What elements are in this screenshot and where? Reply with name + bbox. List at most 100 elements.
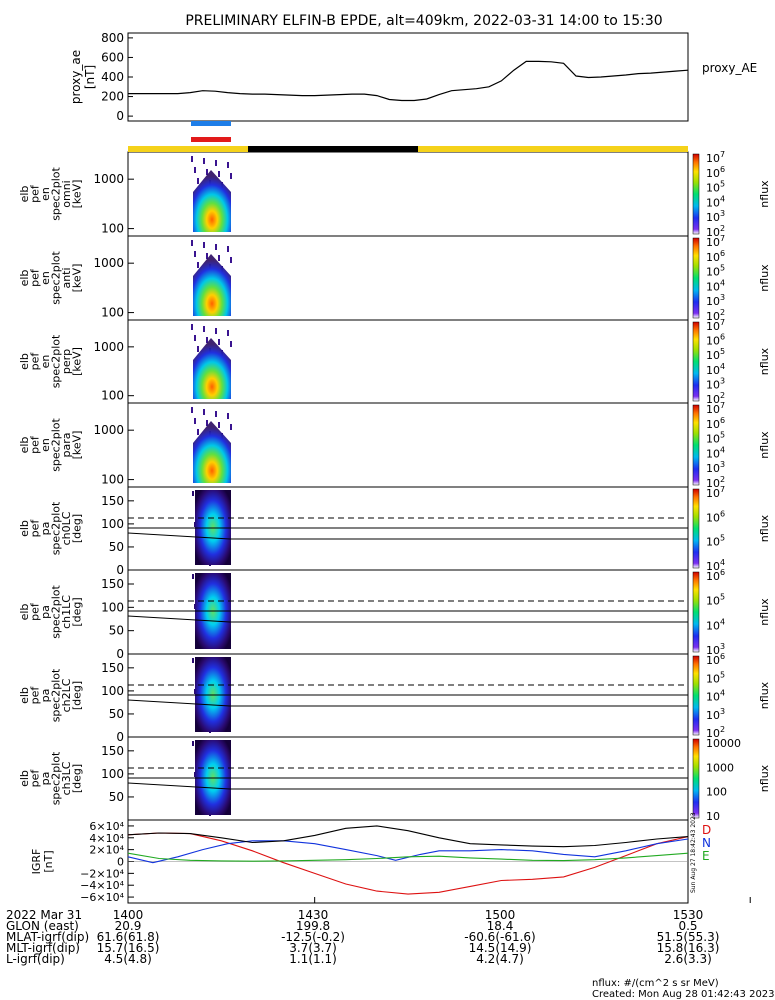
spectral-dot — [194, 335, 196, 341]
colorbar-label: nflux — [758, 514, 771, 542]
science-zone-red-bar — [191, 137, 231, 142]
spectral-dot — [206, 420, 208, 426]
spectral-dot — [230, 173, 232, 179]
plot-title: PRELIMINARY ELFIN-B EPDE, alt=409km, 202… — [185, 13, 662, 29]
ephem-value: -60.6(-61.6) — [464, 930, 535, 944]
ephem-value: 18.4 — [487, 919, 514, 933]
igrf-ylabel: IGRF — [30, 849, 43, 875]
colorbar-tick-label: 103 — [706, 293, 725, 308]
colorbar-tick-label: 104 — [706, 194, 725, 209]
ytick-label: 100 — [101, 222, 124, 236]
ephem-value: -12.5(-0.2) — [281, 930, 345, 944]
ae-ytick-label: 800 — [101, 31, 124, 45]
spectral-dot — [203, 242, 205, 248]
colorbar-tick-label: 104 — [706, 617, 725, 632]
panel-ylabel: elb — [18, 687, 31, 704]
colorbar-tick-label: 107 — [706, 318, 725, 333]
panel-ylabel: elb — [18, 353, 31, 370]
spectrogram-blob — [193, 338, 231, 399]
panel-ylabel: omni — [60, 180, 73, 207]
colorbar-tick-label: 106 — [706, 416, 725, 431]
panel-ylabel: spec2plot — [50, 585, 63, 639]
igrf-line-D — [127, 832, 689, 895]
spectral-dot — [197, 178, 199, 184]
colorbar-label: nflux — [758, 431, 771, 459]
panel-ylabel: [keV] — [71, 431, 84, 460]
spectral-dot — [215, 328, 217, 334]
panel-ylabel: ch1LC — [60, 595, 73, 629]
panel-ylabel: spec2plot — [50, 167, 63, 221]
ytick-label: 1000 — [93, 172, 124, 186]
colorbar-tick-label: 105 — [706, 593, 725, 608]
spectral-dot — [218, 422, 220, 428]
spectral-dot — [215, 160, 217, 166]
ae-legend: proxy_AE — [702, 61, 757, 75]
panel-ylabel: [deg] — [71, 764, 84, 793]
ephem-row-header: 2022 Mar 31 — [6, 908, 82, 922]
colorbar-tick-label: 106 — [706, 509, 725, 524]
colorbar — [692, 153, 700, 235]
spectral-dot — [197, 429, 199, 435]
igrf-line-total — [127, 825, 689, 848]
colorbar-tick-label: 107 — [706, 234, 725, 249]
igrf-legend-D: D — [702, 823, 711, 837]
panel-ylabel: [deg] — [71, 597, 84, 626]
ytick-label: 50 — [109, 790, 124, 804]
colorbar-label: nflux — [758, 598, 771, 626]
ephem-row-header: L-igrf(dip) — [6, 952, 65, 966]
orbit-bar-black — [248, 146, 418, 152]
ytick-label: 1000 — [93, 423, 124, 437]
igrf-ytick-label: −2×10⁴ — [80, 867, 124, 880]
loss-cone-lower — [127, 699, 688, 707]
ytick-label: 50 — [109, 707, 124, 721]
panel-ylabel: spec2plot — [50, 751, 63, 805]
panel-spectrogram-anti: 1000100elbpefenspec2plotanti[keV]1071061… — [18, 234, 771, 323]
spectral-dot — [230, 341, 232, 347]
panel-ylabel: spec2plot — [50, 418, 63, 472]
orbit-bar — [128, 146, 688, 152]
spectral-dot — [203, 158, 205, 164]
panel-ylabel: pa — [39, 689, 52, 703]
panel-ylabel: elb — [18, 186, 31, 203]
panel-ylabel: anti — [60, 267, 73, 288]
igrf-ytick-label: −6×10⁴ — [80, 891, 124, 904]
panel-ylabel: pa — [39, 772, 52, 786]
spectrogram-blob — [193, 421, 231, 483]
panel-ylabel: ch0LC — [60, 511, 73, 545]
igrf-ytick-label: 0 — [117, 856, 124, 869]
spectral-dot — [227, 162, 229, 168]
colorbar-tick-label: 106 — [706, 568, 725, 583]
spectral-dot — [215, 244, 217, 250]
panel-ylabel: en — [39, 187, 52, 201]
spectral-dot — [230, 424, 232, 430]
panel-ylabel: [keV] — [71, 264, 84, 293]
ytick-label: 100 — [101, 684, 124, 698]
panel-ylabel: ch2LC — [60, 678, 73, 712]
created-note: Created: Mon Aug 28 01:42:43 2023 — [592, 989, 775, 1000]
spectrogram-blob — [193, 170, 231, 232]
igrf-legend-N: N — [702, 836, 711, 850]
colorbar — [692, 488, 700, 569]
colorbar-tick-label: 106 — [706, 249, 725, 264]
spectral-dot — [206, 253, 208, 259]
ephem-value: 0.5 — [678, 919, 697, 933]
ytick-label: 100 — [101, 600, 124, 614]
ytick-label: 1000 — [93, 256, 124, 270]
panel-ylabel: spec2plot — [50, 334, 63, 388]
panel-ylabel: pa — [39, 605, 52, 619]
spectral-dot — [194, 251, 196, 257]
panel-ylabel: spec2plot — [50, 251, 63, 305]
colorbar-tick-label: 104 — [706, 445, 725, 460]
ephem-row-header: GLON (east) — [6, 919, 79, 933]
panel-ylabel: pef — [29, 602, 42, 621]
ephem-time: 1500 — [485, 908, 516, 922]
ephem-value: 4.5(4.8) — [104, 952, 152, 966]
igrf-ylabel-unit: [nT] — [42, 850, 55, 872]
colorbar-tick-label: 107 — [706, 485, 725, 500]
spectral-dot — [206, 337, 208, 343]
panel-ylabel: elb — [18, 770, 31, 787]
colorbar-tick-label: 105 — [706, 670, 725, 685]
